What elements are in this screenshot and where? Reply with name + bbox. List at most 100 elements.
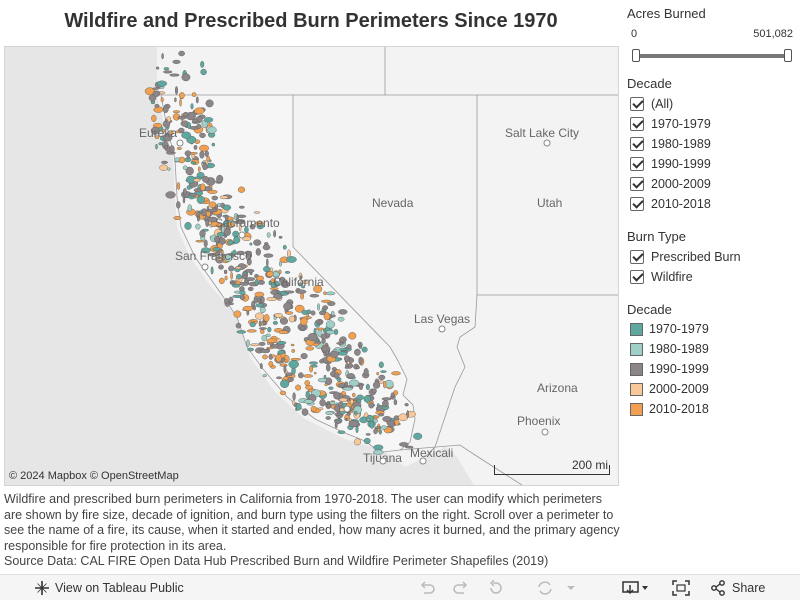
fire-perimeter[interactable] bbox=[191, 153, 196, 159]
fire-perimeter[interactable] bbox=[378, 380, 384, 384]
fire-perimeter[interactable] bbox=[201, 161, 207, 165]
fire-perimeter[interactable] bbox=[185, 166, 194, 176]
fire-perimeter[interactable] bbox=[199, 150, 205, 159]
fire-perimeter[interactable] bbox=[373, 449, 384, 455]
fire-perimeter[interactable] bbox=[211, 195, 219, 201]
fire-perimeter[interactable] bbox=[334, 372, 340, 379]
fire-perimeter[interactable] bbox=[383, 381, 387, 389]
fire-perimeter[interactable] bbox=[179, 98, 182, 107]
fire-perimeter[interactable] bbox=[379, 425, 388, 430]
fire-perimeter[interactable] bbox=[304, 380, 310, 386]
fire-perimeter[interactable] bbox=[244, 268, 255, 273]
undo-button[interactable] bbox=[418, 575, 436, 600]
fire-perimeter[interactable] bbox=[356, 394, 364, 401]
fire-perimeter[interactable] bbox=[381, 397, 392, 401]
fire-perimeter[interactable] bbox=[237, 186, 246, 193]
fire-perimeter[interactable] bbox=[326, 403, 332, 408]
fire-perimeter[interactable] bbox=[296, 289, 307, 294]
fire-perimeter[interactable] bbox=[242, 305, 254, 312]
fire-perimeter[interactable] bbox=[236, 214, 239, 222]
fire-perimeter[interactable] bbox=[176, 147, 182, 150]
fire-perimeter[interactable] bbox=[413, 432, 423, 440]
fire-perimeter[interactable] bbox=[319, 359, 324, 364]
fire-perimeter[interactable] bbox=[195, 223, 201, 230]
fire-perimeter[interactable] bbox=[354, 348, 361, 356]
fire-perimeter[interactable] bbox=[228, 265, 235, 272]
fire-perimeter[interactable] bbox=[368, 402, 375, 409]
legend-item-2000[interactable]: 2000-2009 bbox=[630, 380, 709, 398]
fire-perimeter[interactable] bbox=[258, 327, 267, 330]
fire-perimeter[interactable] bbox=[215, 257, 222, 261]
fire-perimeter[interactable] bbox=[279, 363, 288, 367]
fire-perimeter[interactable] bbox=[215, 204, 219, 210]
revert-button[interactable] bbox=[488, 575, 504, 600]
decade-filter-1990[interactable]: 1990-1999 bbox=[630, 155, 711, 173]
legend-item-2010[interactable]: 2010-2018 bbox=[630, 400, 709, 418]
fire-perimeter[interactable] bbox=[337, 351, 348, 356]
fire-perimeter[interactable] bbox=[382, 400, 389, 408]
fire-perimeter[interactable] bbox=[404, 445, 414, 449]
fire-perimeter[interactable] bbox=[279, 390, 287, 396]
fire-perimeter[interactable] bbox=[190, 103, 194, 110]
fire-perimeter[interactable] bbox=[253, 211, 261, 214]
fire-perimeter[interactable] bbox=[300, 280, 310, 284]
fire-perimeter[interactable] bbox=[288, 315, 296, 323]
fire-perimeter[interactable] bbox=[284, 271, 291, 274]
fire-perimeter[interactable] bbox=[322, 305, 329, 311]
fire-perimeter[interactable] bbox=[230, 280, 235, 284]
fire-perimeter[interactable] bbox=[311, 364, 318, 368]
fire-perimeter[interactable] bbox=[254, 291, 265, 298]
fire-perimeter[interactable] bbox=[283, 302, 292, 311]
fire-perimeter[interactable] bbox=[193, 178, 201, 183]
fire-perimeter[interactable] bbox=[331, 367, 337, 372]
fire-perimeter[interactable] bbox=[338, 397, 348, 402]
fire-perimeter[interactable] bbox=[246, 339, 250, 348]
fire-perimeter[interactable] bbox=[363, 395, 372, 403]
fire-perimeter[interactable] bbox=[292, 392, 296, 401]
fire-perimeter[interactable] bbox=[238, 205, 245, 209]
fire-perimeter[interactable] bbox=[337, 430, 346, 434]
fire-perimeter[interactable] bbox=[305, 346, 315, 351]
fire-perimeter[interactable] bbox=[162, 105, 169, 113]
fire-perimeter[interactable] bbox=[169, 130, 174, 136]
fire-perimeter[interactable] bbox=[266, 296, 277, 301]
fire-perimeter[interactable] bbox=[348, 332, 357, 340]
fire-perimeter[interactable] bbox=[193, 145, 198, 150]
fire-perimeter[interactable] bbox=[174, 157, 181, 162]
fire-perimeter[interactable] bbox=[285, 372, 293, 377]
fire-perimeter[interactable] bbox=[184, 150, 192, 157]
fire-perimeter[interactable] bbox=[232, 249, 237, 256]
fire-perimeter[interactable] bbox=[163, 70, 173, 74]
fire-perimeter[interactable] bbox=[270, 354, 276, 358]
fire-perimeter[interactable] bbox=[305, 390, 310, 399]
fire-perimeter[interactable] bbox=[205, 219, 210, 227]
fire-perimeter[interactable] bbox=[295, 402, 302, 411]
fire-perimeter[interactable] bbox=[318, 319, 322, 325]
fire-perimeter[interactable] bbox=[285, 311, 294, 315]
checkbox-checked-icon[interactable] bbox=[630, 137, 644, 151]
fire-perimeter[interactable] bbox=[378, 374, 386, 381]
fire-perimeter[interactable] bbox=[249, 321, 256, 328]
fire-perimeter[interactable] bbox=[156, 66, 160, 70]
fire-perimeter[interactable] bbox=[178, 50, 185, 57]
fire-perimeter[interactable] bbox=[390, 392, 395, 398]
fire-perimeter[interactable] bbox=[228, 296, 234, 303]
fire-perimeter[interactable] bbox=[190, 161, 197, 165]
refresh-button[interactable] bbox=[536, 575, 554, 600]
fire-perimeter[interactable] bbox=[325, 416, 331, 420]
fire-perimeter[interactable] bbox=[310, 405, 317, 412]
decade-filter-all[interactable]: (All) bbox=[630, 95, 673, 113]
fire-perimeter[interactable] bbox=[325, 349, 329, 355]
fire-perimeter[interactable] bbox=[161, 53, 164, 60]
fire-perimeter[interactable] bbox=[262, 374, 267, 378]
redo-button[interactable] bbox=[452, 575, 470, 600]
fire-perimeter[interactable] bbox=[181, 131, 192, 139]
fire-perimeter[interactable] bbox=[161, 160, 168, 164]
fire-perimeter[interactable] bbox=[334, 404, 340, 413]
fire-perimeter[interactable] bbox=[154, 135, 160, 139]
fire-perimeter[interactable] bbox=[406, 410, 409, 419]
fire-perimeter[interactable] bbox=[342, 386, 353, 391]
fire-perimeter[interactable] bbox=[160, 97, 164, 103]
fire-perimeter[interactable] bbox=[333, 391, 341, 400]
fire-perimeter[interactable] bbox=[378, 413, 385, 417]
